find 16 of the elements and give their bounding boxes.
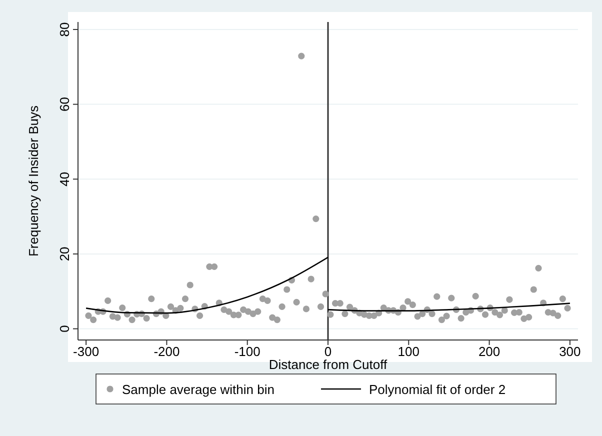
y-tick-label: 40 <box>57 172 72 186</box>
x-tick-label: 200 <box>478 344 500 359</box>
x-tick-label: -300 <box>73 344 100 359</box>
legend-label: Polynomial fit of order 2 <box>369 382 506 397</box>
y-tick-label: 20 <box>57 246 72 262</box>
x-tick-label: 0 <box>324 344 332 359</box>
x-tick-label: -100 <box>234 344 260 359</box>
x-axis-title: Distance from Cutoff <box>268 357 388 372</box>
x-tick-label: 300 <box>559 344 581 359</box>
y-axis-title: Frequency of Insider Buys <box>26 105 41 257</box>
y-tick-label: 60 <box>57 97 72 112</box>
y-tick-label: 0 <box>57 325 72 332</box>
y-tick-label: 80 <box>57 22 72 37</box>
x-tick-label: 100 <box>398 344 420 359</box>
legend-label: Sample average within bin <box>122 382 274 397</box>
x-tick-label: -200 <box>154 344 180 359</box>
